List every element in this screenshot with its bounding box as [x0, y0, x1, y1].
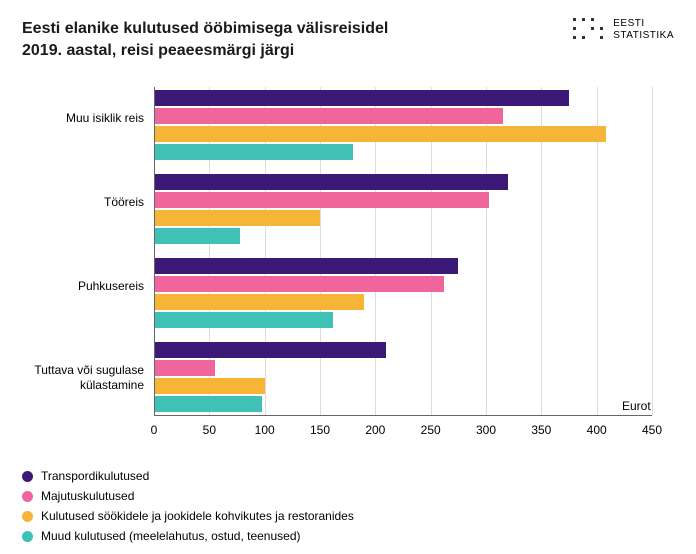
bar	[154, 174, 508, 190]
logo-text: EESTI STATISTIKA	[613, 18, 674, 41]
legend-swatch-icon	[22, 511, 33, 522]
x-axis	[154, 415, 652, 416]
bar	[154, 276, 444, 292]
legend-label: Muud kulutused (meelelahutus, ostud, tee…	[41, 529, 301, 543]
category-label: Muu isiklik reis	[22, 111, 144, 125]
bar	[154, 360, 215, 376]
legend-swatch-icon	[22, 491, 33, 502]
legend-swatch-icon	[22, 471, 33, 482]
x-tick-label: 450	[642, 423, 662, 437]
bar	[154, 378, 265, 394]
x-tick-label: 100	[255, 423, 275, 437]
x-tick-label: 350	[531, 423, 551, 437]
bar	[154, 342, 386, 358]
bar	[154, 228, 240, 244]
bar	[154, 108, 503, 124]
plot-area	[154, 87, 652, 415]
bar	[154, 258, 458, 274]
chart-area: 0 50 100 150 200 250 300 350 400 450 Eurot Muu isik…	[22, 87, 674, 455]
legend-item: Majutuskulutused	[22, 489, 674, 503]
legend-label: Kulutused söökidele ja jookidele kohviku…	[41, 509, 354, 523]
x-tick-label: 300	[476, 423, 496, 437]
legend-label: Majutuskulutused	[41, 489, 134, 503]
grouped-bar-chart: 0 50 100 150 200 250 300 350 400 450 Eurot Muu isik…	[22, 87, 672, 455]
bar	[154, 144, 353, 160]
y-axis	[154, 87, 155, 415]
x-tick-label: 50	[203, 423, 216, 437]
gridline	[652, 87, 653, 415]
legend: Transpordikulutused Majutuskulutused Kulut…	[22, 469, 674, 543]
category-label: Tööreis	[22, 195, 144, 209]
header: Eesti elanike kulutused ööbimisega välis…	[22, 18, 674, 61]
x-tick-label: 150	[310, 423, 330, 437]
category-label: Puhkusereis	[22, 279, 144, 293]
bar	[154, 90, 569, 106]
bar	[154, 294, 364, 310]
legend-swatch-icon	[22, 531, 33, 542]
legend-item: Kulutused söökidele ja jookidele kohviku…	[22, 509, 674, 523]
legend-label: Transpordikulutused	[41, 469, 149, 483]
chart-title: Eesti elanike kulutused ööbimisega välis…	[22, 18, 388, 61]
bar	[154, 210, 320, 226]
bar	[154, 312, 333, 328]
legend-item: Transpordikulutused	[22, 469, 674, 483]
title-line-2: 2019. aastal, reisi peaeesmärgi järgi	[22, 40, 388, 62]
bar	[154, 396, 262, 412]
x-tick-label: 400	[587, 423, 607, 437]
bar	[154, 192, 489, 208]
x-tick-label: 250	[421, 423, 441, 437]
title-line-1: Eesti elanike kulutused ööbimisega välis…	[22, 18, 388, 40]
logo-line-1: EESTI	[613, 18, 674, 30]
bar	[154, 126, 606, 142]
logo-dots-icon	[573, 18, 605, 41]
x-tick-label: 200	[365, 423, 385, 437]
logo-line-2: STATISTIKA	[613, 30, 674, 42]
legend-item: Muud kulutused (meelelahutus, ostud, tee…	[22, 529, 674, 543]
category-label: Tuttava või sugulase külastamine	[22, 363, 144, 392]
logo: EESTI STATISTIKA	[573, 18, 674, 41]
unit-label: Eurot	[622, 399, 651, 413]
x-tick-label: 0	[151, 423, 158, 437]
